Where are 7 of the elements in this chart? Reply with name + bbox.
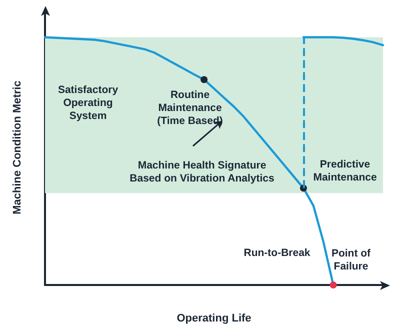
annotation: Run-to-Break bbox=[244, 247, 310, 259]
annotation: Satisfactory Operating System bbox=[58, 84, 118, 122]
annotation: Predictive Maintenance bbox=[313, 158, 377, 184]
y-axis-title: Machine Condition Metric bbox=[12, 80, 24, 214]
annotation: Machine Health Signature Based on Vibration Analytics bbox=[130, 160, 275, 184]
x-axis-title: Operating Life bbox=[176, 312, 252, 324]
annotation: Point of Failure bbox=[331, 248, 372, 272]
